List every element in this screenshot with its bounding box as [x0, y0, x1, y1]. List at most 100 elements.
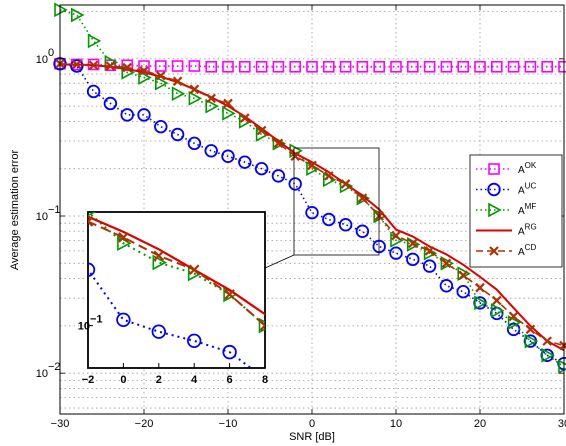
x-axis-label: SNR [dB] — [289, 431, 335, 443]
data-point-circle — [103, 96, 118, 111]
data-point-triangle — [155, 75, 169, 91]
data-point-square — [339, 60, 352, 73]
data-point-triangle — [258, 317, 265, 334]
data-point-circle — [204, 144, 218, 158]
data-point-x — [259, 324, 265, 331]
legend-label-superscript: MF — [525, 202, 537, 211]
data-point-x — [475, 282, 485, 293]
zoom-connector-line — [264, 254, 295, 269]
y-axis-label: Average estimation error — [9, 150, 21, 271]
data-point-circle — [222, 344, 237, 360]
series-rg — [60, 63, 565, 352]
series-line — [59, 62, 565, 365]
y-tick-exponent: −2 — [48, 361, 61, 373]
data-point-x — [118, 232, 129, 243]
data-point-circle — [187, 136, 202, 151]
series-line — [59, 62, 564, 68]
data-point-x — [189, 84, 200, 95]
x-tick-label: −30 — [51, 418, 70, 430]
zoom-region-box — [293, 147, 380, 256]
data-point-x — [139, 65, 149, 76]
y-tick-label: 10 — [36, 211, 48, 223]
legend-box — [469, 154, 563, 268]
y-tick-label: 10 — [36, 54, 48, 66]
data-point-circle — [305, 205, 319, 220]
inset-chart: −2 0 2 4 6 8 10−1 — [78, 211, 268, 386]
data-point-triangle — [490, 303, 505, 318]
y-tick-label: 10 — [36, 368, 48, 380]
data-point-triangle — [171, 86, 186, 102]
data-point-x — [88, 60, 99, 71]
data-point-x — [88, 219, 94, 227]
data-point-square — [373, 60, 386, 73]
data-point-circle — [86, 84, 101, 99]
data-point-x — [153, 250, 165, 261]
data-point-x — [542, 336, 552, 346]
inset-x-tick-label: 8 — [262, 374, 268, 386]
data-point-circle — [120, 108, 134, 122]
data-point-circle — [137, 108, 151, 122]
inset-series-line — [88, 215, 265, 316]
data-point-triangle — [205, 98, 219, 114]
data-point-square — [474, 60, 486, 73]
data-point-circle — [271, 169, 286, 183]
data-point-circle — [238, 155, 252, 169]
data-point-x — [224, 289, 235, 300]
data-point-circle — [151, 324, 167, 339]
legend-label-superscript: CD — [525, 243, 537, 252]
x-tick-label: 0 — [309, 418, 315, 430]
data-point-x — [259, 320, 265, 328]
data-point-triangle — [117, 235, 132, 252]
data-point-triangle — [507, 315, 522, 330]
data-point-circle — [170, 127, 185, 142]
data-point-circle — [389, 246, 403, 260]
data-point-circle — [338, 218, 353, 232]
x-tick-label: −20 — [135, 418, 154, 430]
data-point-x — [525, 324, 536, 335]
x-tick-label: −10 — [219, 418, 238, 430]
data-point-square — [356, 60, 369, 73]
data-point-x — [240, 113, 250, 123]
inset-x-tick-label: 2 — [156, 374, 162, 386]
series-line — [59, 9, 565, 368]
data-point-square — [272, 60, 285, 73]
legend-label-superscript: OK — [525, 161, 537, 170]
x-tick-label: 30 — [558, 418, 566, 430]
data-point-circle — [456, 284, 470, 299]
data-point-triangle — [152, 254, 167, 271]
data-point-triangle — [222, 105, 236, 121]
series-line — [60, 63, 565, 352]
data-point-x — [324, 171, 334, 181]
data-point-circle — [288, 177, 302, 191]
data-point-x — [223, 98, 233, 109]
inset-x-tick-label: −2 — [82, 374, 95, 386]
inset-x-tick-label: 4 — [191, 374, 198, 386]
data-point-triangle — [87, 33, 102, 49]
data-point-square — [490, 60, 503, 73]
data-point-square — [205, 60, 217, 73]
data-point-x — [408, 238, 418, 249]
data-point-circle — [355, 224, 370, 238]
data-point-x — [172, 76, 183, 87]
data-point-circle — [422, 259, 437, 273]
data-point-x — [122, 62, 132, 73]
data-point-square — [155, 60, 167, 72]
data-point-x — [441, 258, 452, 269]
data-point-square — [289, 60, 302, 73]
data-point-x — [357, 193, 368, 203]
data-point-x — [256, 125, 267, 136]
data-point-square — [524, 60, 537, 73]
x-tick-label: 20 — [474, 418, 486, 430]
data-point-x — [105, 61, 116, 71]
data-point-triangle — [440, 255, 455, 271]
data-point-square — [423, 60, 436, 73]
inset-series-cd — [88, 216, 265, 331]
data-point-square — [440, 60, 453, 73]
data-point-circle — [88, 262, 96, 277]
data-point-square — [188, 60, 201, 72]
x-axis-ticks: −30−20−100102030 — [51, 5, 566, 430]
data-point-x — [307, 160, 317, 171]
data-point-square — [457, 60, 470, 73]
